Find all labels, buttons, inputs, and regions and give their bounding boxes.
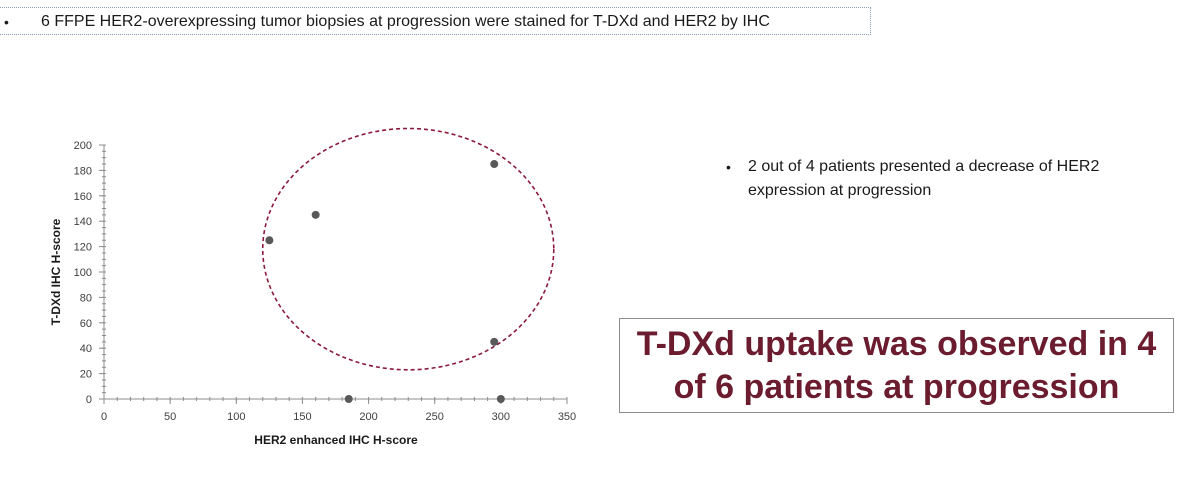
dashed-ellipse — [261, 127, 555, 371]
x-tick-label: 250 — [426, 411, 444, 423]
data-point — [490, 337, 499, 346]
side-note: • 2 out of 4 patients presented a decrea… — [726, 155, 1106, 203]
chart-points — [265, 160, 505, 403]
x-tick-label: 200 — [359, 411, 377, 423]
scatter-chart: 0 50 100 150 200 250 300 350 0 20 40 60 80 100 120 140 1… — [49, 127, 577, 447]
data-point — [265, 236, 274, 245]
x-tick-label: 100 — [227, 411, 245, 423]
y-tick-label: 160 — [74, 191, 92, 203]
side-note-bullet: • — [726, 159, 731, 175]
y-tick-label: 120 — [74, 242, 92, 254]
x-tick-label: 300 — [492, 411, 510, 423]
conclusion-callout: T-DXd uptake was observed in 4 of 6 pati… — [619, 318, 1174, 413]
y-tick-label: 80 — [80, 292, 92, 304]
chart-tick-labels: 0 50 100 150 200 250 300 350 0 20 40 60 80 100 120 140 1… — [74, 140, 577, 423]
chart-ticks — [99, 144, 568, 404]
x-tick-label: 350 — [558, 411, 576, 423]
data-point — [490, 160, 499, 169]
y-tick-label: 100 — [74, 267, 92, 279]
x-tick-label: 150 — [293, 411, 311, 423]
data-point — [344, 395, 353, 403]
header-text: 6 FFPE HER2-overexpressing tumor biopsie… — [41, 13, 770, 30]
y-tick-label: 20 — [80, 369, 92, 381]
x-axis-label: HER2 enhanced IHC H-score — [254, 433, 418, 447]
header-bullet-box: • 6 FFPE HER2-overexpressing tumor biops… — [0, 7, 871, 35]
x-tick-label: 50 — [164, 411, 176, 423]
y-axis-label: T-DXd IHC H-score — [49, 218, 63, 325]
y-tick-label: 60 — [80, 318, 92, 330]
header-bullet: • — [4, 14, 9, 30]
data-point — [496, 395, 505, 403]
x-tick-label: 0 — [101, 411, 107, 423]
y-tick-label: 180 — [74, 165, 92, 177]
y-tick-label: 200 — [74, 140, 92, 152]
y-tick-label: 140 — [74, 216, 92, 228]
chart-annotation — [261, 127, 555, 371]
chart-axes — [103, 145, 567, 400]
side-note-text: 2 out of 4 patients presented a decrease… — [748, 158, 1100, 199]
y-tick-label: 0 — [86, 394, 92, 406]
conclusion-text: T-DXd uptake was observed in 4 of 6 pati… — [636, 324, 1157, 406]
y-tick-label: 40 — [80, 343, 92, 355]
data-point — [311, 210, 320, 219]
